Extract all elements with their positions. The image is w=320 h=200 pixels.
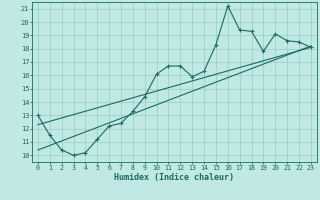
X-axis label: Humidex (Indice chaleur): Humidex (Indice chaleur) <box>115 173 234 182</box>
